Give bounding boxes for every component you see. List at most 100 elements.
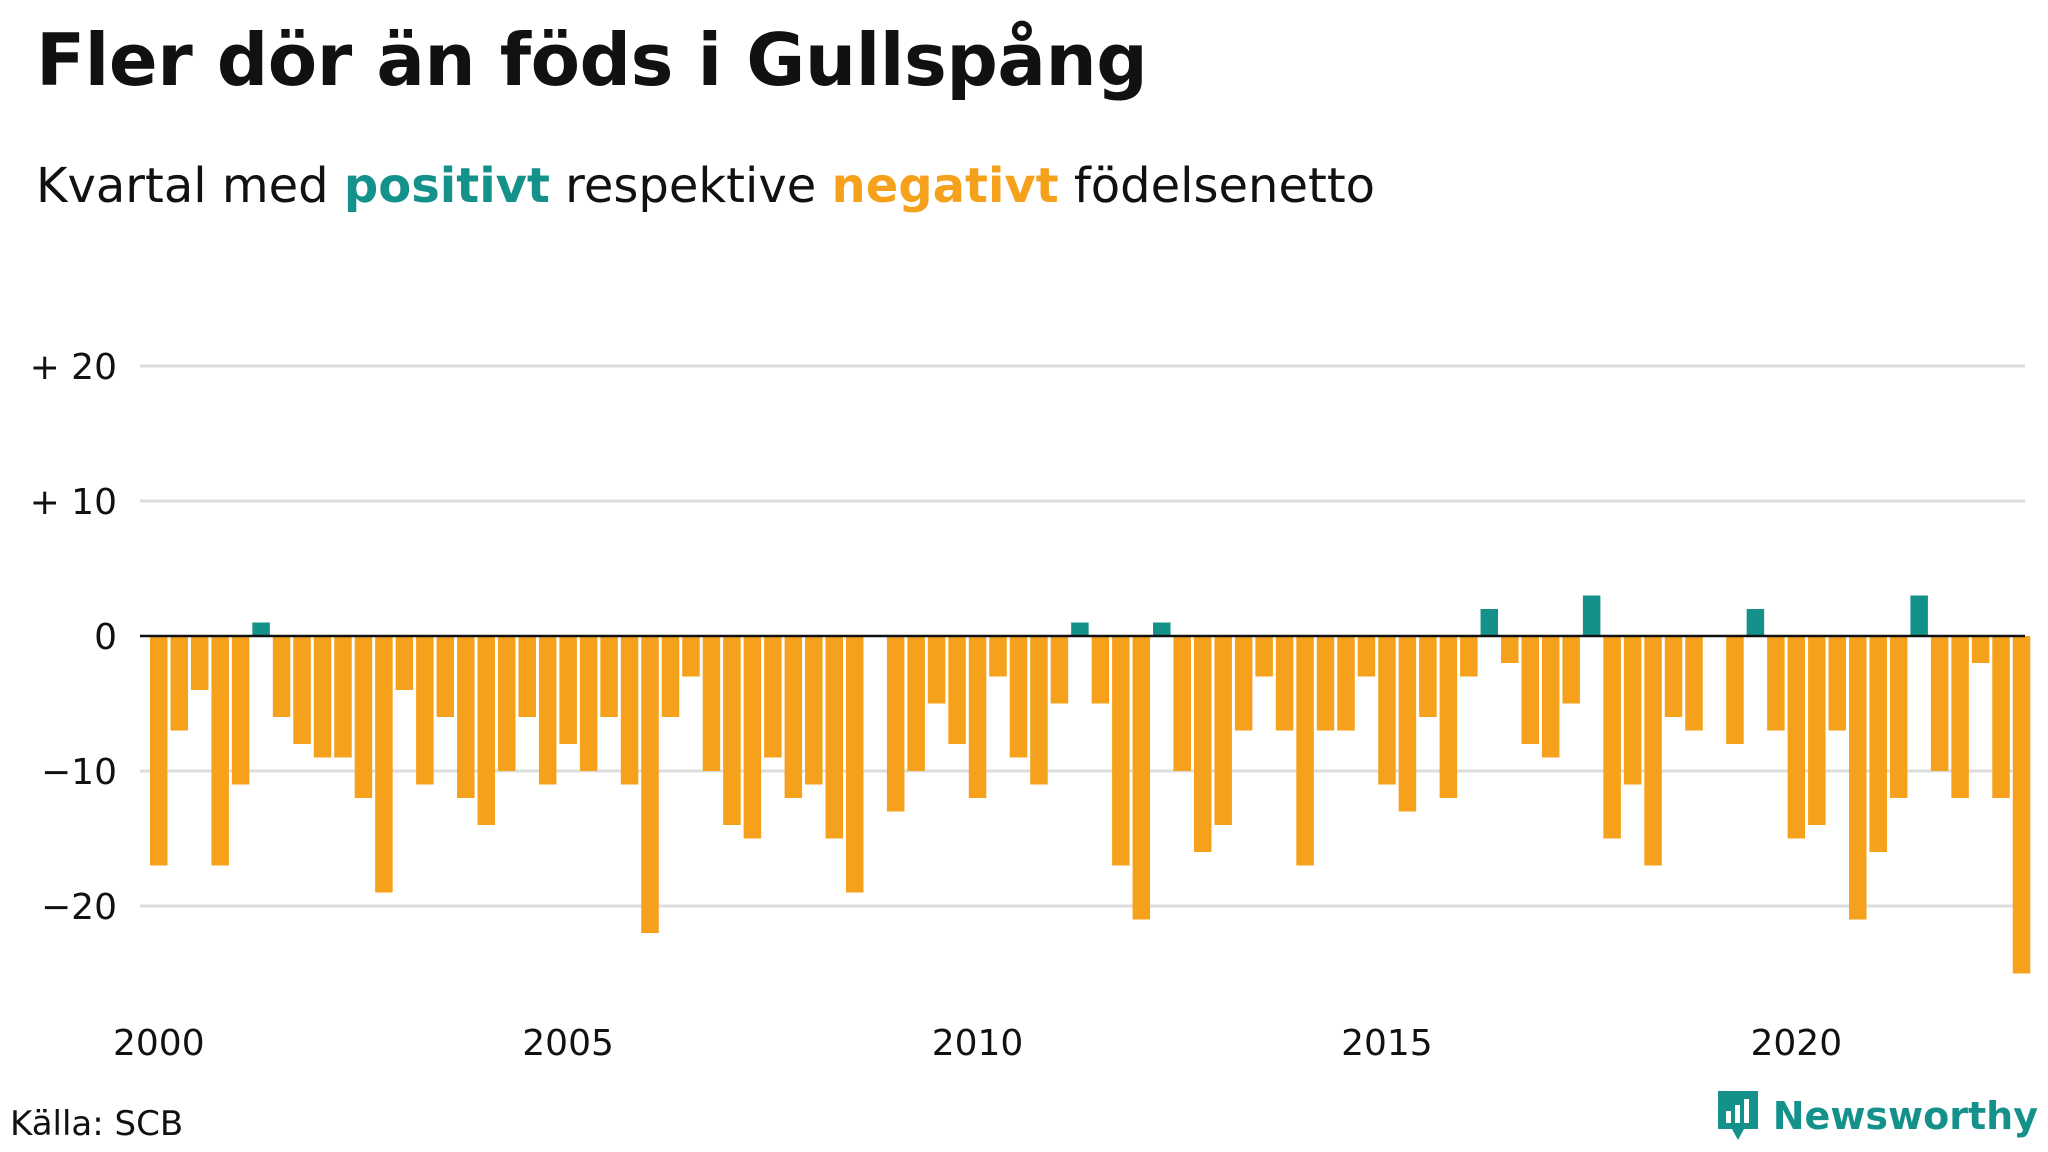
bar-negative xyxy=(1603,636,1621,839)
subtitle-prefix: Kvartal med xyxy=(36,158,329,214)
bar-negative xyxy=(354,636,373,798)
bar-negative xyxy=(661,636,680,717)
bar-negative xyxy=(682,636,700,677)
bar-negative xyxy=(211,636,229,866)
bar-negative xyxy=(886,636,905,812)
bar-negative xyxy=(1623,636,1642,785)
bar-negative xyxy=(538,636,557,785)
bar-negative xyxy=(1726,636,1744,744)
x-tick-label: 2020 xyxy=(1750,1023,1842,1064)
bar-negative xyxy=(375,636,393,893)
bar-negative xyxy=(436,636,455,717)
y-tick-label: −10 xyxy=(41,752,117,793)
subtitle-suffix: födelsenetto xyxy=(1073,158,1376,214)
bar-positive xyxy=(1480,609,1499,636)
bar-negative xyxy=(579,636,598,771)
bar-negative xyxy=(1214,636,1232,825)
bar-negative xyxy=(784,636,803,798)
x-tick-label: 2015 xyxy=(1341,1023,1433,1064)
bar-negative xyxy=(190,636,209,690)
bar-negative xyxy=(2012,636,2031,974)
bar-negative xyxy=(1521,636,1539,744)
bar-negative xyxy=(1030,636,1048,785)
bar-negative xyxy=(1112,636,1130,866)
bar-negative xyxy=(1930,636,1949,771)
bar-negative xyxy=(1849,636,1867,920)
bar-negative xyxy=(1992,636,2010,798)
bar-negative xyxy=(1234,636,1253,731)
grid-lines xyxy=(140,364,2025,908)
y-tick-label: 0 xyxy=(94,617,117,658)
bar-negative xyxy=(497,636,516,771)
bar-negative xyxy=(1255,636,1273,677)
bar-negative xyxy=(1541,636,1560,758)
bar-negative xyxy=(805,636,823,785)
bar-negative xyxy=(1398,636,1417,812)
bar-negative xyxy=(1173,636,1191,771)
bar-negative xyxy=(1501,636,1519,663)
bar-negative xyxy=(416,636,434,785)
bar-negative xyxy=(702,636,721,771)
bar-negative xyxy=(1808,636,1826,825)
bar-negative xyxy=(1685,636,1703,731)
bar-negative xyxy=(1889,636,1908,798)
x-axis-tick-labels: 2000 2005 2010 2015 2020 xyxy=(113,1023,1842,1064)
x-tick-label: 2010 xyxy=(932,1023,1024,1064)
bar-negative xyxy=(272,636,291,717)
bar-negative xyxy=(1787,636,1806,839)
bar-positive xyxy=(1582,595,1601,636)
bar-positive xyxy=(1910,595,1928,636)
brand-logo[interactable]: Newsworthy xyxy=(1715,1088,2038,1144)
bar-negative xyxy=(948,636,966,744)
x-tick-label: 2000 xyxy=(113,1023,205,1064)
bar-negative xyxy=(313,636,332,758)
bar-negative xyxy=(1419,636,1437,717)
bar-negative xyxy=(170,636,188,731)
y-tick-label: + 10 xyxy=(30,482,117,523)
bar-negative xyxy=(1562,636,1580,704)
bar-negative xyxy=(395,636,414,690)
bar-negative xyxy=(907,636,925,771)
y-axis-tick-labels: + 20 + 10 0 −10 −20 xyxy=(30,347,117,928)
y-tick-label: −20 xyxy=(41,887,117,928)
bar-negative xyxy=(764,636,782,758)
bar-negative xyxy=(1664,636,1683,717)
bar-negative xyxy=(231,636,250,785)
bar-negative xyxy=(1316,636,1335,731)
bar-negative xyxy=(723,636,741,825)
bar-negative xyxy=(620,636,639,785)
chart-title: Fler dör än föds i Gullspång xyxy=(36,18,1148,102)
source-note: Källa: SCB xyxy=(10,1104,184,1144)
bar-positive xyxy=(1153,622,1171,636)
chart-subtitle: Kvartal med positivt respektive negativt… xyxy=(36,158,1375,214)
bar-positive xyxy=(252,622,270,636)
bar-negative xyxy=(825,636,844,839)
bar-negative xyxy=(600,636,618,717)
bar-negative xyxy=(1193,636,1212,852)
bar-negative xyxy=(743,636,762,839)
bar-negative xyxy=(1337,636,1355,731)
bar-negative xyxy=(927,636,946,704)
subtitle-middle: respektive xyxy=(565,158,817,214)
bar-negative xyxy=(1296,636,1314,866)
bar-negative xyxy=(518,636,536,717)
bar-negative xyxy=(989,636,1007,677)
bar-negative xyxy=(1091,636,1110,704)
bar-negative xyxy=(1357,636,1376,677)
bars xyxy=(150,595,2031,974)
y-tick-label: + 20 xyxy=(30,347,117,388)
bar-negative xyxy=(293,636,311,744)
bar-negative xyxy=(1869,636,1887,852)
bar-negative xyxy=(1951,636,1969,798)
bar-negative xyxy=(1275,636,1294,731)
bar-negative xyxy=(641,636,659,933)
bar-negative xyxy=(150,636,168,866)
bar-negative xyxy=(334,636,352,758)
bar-negative xyxy=(477,636,496,825)
bar-negative xyxy=(1767,636,1785,731)
bar-negative xyxy=(1050,636,1069,704)
bar-negative xyxy=(968,636,987,798)
bar-positive xyxy=(1071,622,1089,636)
subtitle-positive-word: positivt xyxy=(343,158,550,214)
